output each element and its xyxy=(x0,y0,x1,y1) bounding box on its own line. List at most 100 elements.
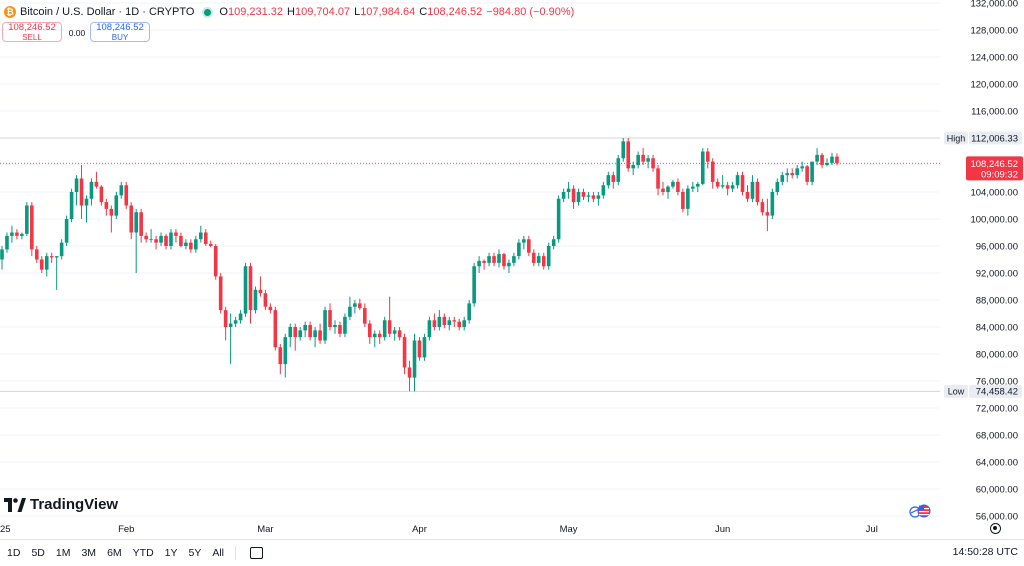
candle xyxy=(795,165,799,179)
range-5d[interactable]: 5D xyxy=(31,547,45,559)
candle xyxy=(696,181,700,192)
candle xyxy=(835,153,839,166)
candle-body xyxy=(536,256,541,263)
candle xyxy=(372,330,377,348)
candle-body xyxy=(825,162,829,165)
range-6m[interactable]: 6M xyxy=(107,547,122,559)
candle xyxy=(134,208,138,273)
candle xyxy=(432,313,437,331)
calendar-icon[interactable] xyxy=(250,547,264,559)
bottom-toolbar: 1D 5D 1M 3M 6M YTD 1Y 5Y All 14:50:28 UT… xyxy=(0,539,1024,566)
time-tick-label: Feb xyxy=(118,524,134,535)
candle xyxy=(54,256,59,290)
candle-body xyxy=(631,165,635,169)
candle xyxy=(159,232,163,246)
price-tick-label: 80,000.00 xyxy=(976,350,1018,361)
candle-body xyxy=(208,243,213,246)
price-chart[interactable]: 56,000.00 60,000.00 64,000.00 68,000.00 72,0… xyxy=(0,0,1024,539)
candle xyxy=(258,276,263,297)
candle-body xyxy=(432,320,437,327)
sell-price: 108,246.52 xyxy=(8,22,56,33)
candle xyxy=(144,232,148,243)
candle xyxy=(686,185,690,216)
candle-body xyxy=(735,175,740,186)
close-key: C xyxy=(419,6,428,18)
candle xyxy=(129,202,134,240)
high-marker-value-box xyxy=(969,131,1022,145)
candle xyxy=(174,229,178,243)
candle-body xyxy=(626,141,631,169)
candle xyxy=(114,192,119,219)
candle-body xyxy=(343,316,347,334)
range-3m[interactable]: 3M xyxy=(81,547,97,559)
candle-body xyxy=(318,330,322,341)
range-1d[interactable]: 1D xyxy=(7,547,21,559)
candle xyxy=(482,259,486,270)
candle-body xyxy=(253,289,258,311)
candle xyxy=(69,188,74,223)
time-axis[interactable]: 25 Feb Mar Apr May Jun Jul xyxy=(0,524,878,535)
range-5y[interactable]: 5Y xyxy=(188,547,202,559)
candle-body xyxy=(59,242,64,257)
candle-body xyxy=(30,205,34,250)
candle-body xyxy=(760,202,765,213)
candle xyxy=(830,152,834,165)
candle xyxy=(596,192,601,206)
us-flag-icon[interactable] xyxy=(908,504,932,518)
candle xyxy=(735,171,740,189)
candle xyxy=(626,138,631,172)
candle-body xyxy=(199,232,203,240)
candle-body xyxy=(174,232,178,236)
candle xyxy=(213,243,218,280)
candle-body xyxy=(750,181,755,199)
candle-body xyxy=(472,266,476,304)
candle xyxy=(149,229,153,243)
candle xyxy=(750,175,755,203)
candle-body xyxy=(119,185,124,196)
candle xyxy=(492,252,496,267)
tradingview-logo[interactable]: TradingView xyxy=(4,496,118,513)
candle xyxy=(243,262,248,317)
sell-button[interactable]: 108,246.52 SELL xyxy=(2,22,62,42)
time-tick-label: Jun xyxy=(715,524,730,535)
candle-body xyxy=(213,246,218,277)
high-marker-label: High xyxy=(947,133,966,143)
candle xyxy=(253,286,258,314)
candle xyxy=(631,161,635,176)
symbol-title[interactable]: Bitcoin / U.S. Dollar · 1D · CRYPTO xyxy=(20,6,195,18)
candle xyxy=(268,303,273,314)
candle-body xyxy=(144,235,148,240)
candle-body xyxy=(278,347,283,365)
range-1m[interactable]: 1M xyxy=(55,547,71,559)
candle xyxy=(64,215,69,246)
candle xyxy=(790,168,795,179)
candle-body xyxy=(497,254,501,263)
range-all[interactable]: All xyxy=(212,547,225,559)
candle-body xyxy=(740,175,745,192)
candle-body xyxy=(462,320,467,327)
candle xyxy=(576,188,581,206)
candle-body xyxy=(159,235,163,243)
gear-icon[interactable] xyxy=(990,523,1001,534)
candle xyxy=(512,252,516,267)
price-tick-label: 116,000.00 xyxy=(971,107,1018,118)
change-value: −984.80 (−0.90%) xyxy=(486,6,575,18)
candle xyxy=(427,316,432,341)
candle xyxy=(223,306,228,341)
candle xyxy=(755,178,760,206)
candle xyxy=(387,296,392,338)
buy-button[interactable]: 108,246.52 BUY xyxy=(90,22,150,42)
candle-body xyxy=(104,202,109,209)
range-ytd[interactable]: YTD xyxy=(132,547,154,559)
candle xyxy=(502,252,506,270)
candle xyxy=(238,310,243,324)
candle-body xyxy=(258,289,263,294)
utc-clock[interactable]: 14:50:28 UTC xyxy=(952,546,1018,558)
candle-body xyxy=(5,235,9,250)
candle-body xyxy=(780,175,785,182)
candle-body xyxy=(666,186,670,192)
candle-body xyxy=(372,333,377,338)
candle xyxy=(308,321,312,341)
range-1y[interactable]: 1Y xyxy=(164,547,178,559)
price-axis[interactable]: 56,000.00 60,000.00 64,000.00 68,000.00 72,0… xyxy=(970,0,1018,523)
